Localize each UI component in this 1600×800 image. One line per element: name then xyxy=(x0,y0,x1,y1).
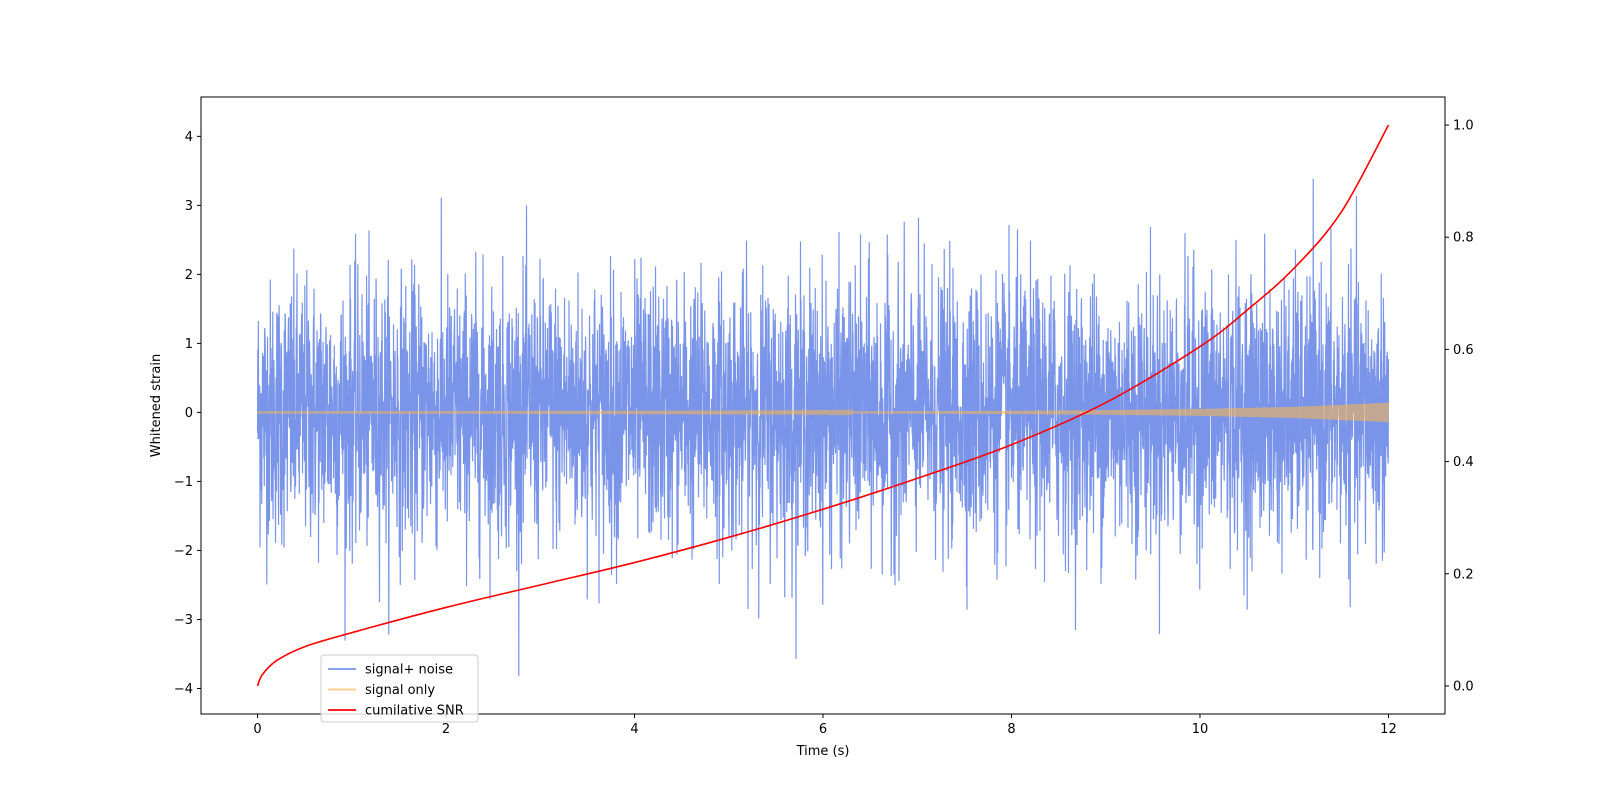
legend-label: signal only xyxy=(365,683,435,698)
y-tick-label: 1 xyxy=(185,337,193,352)
x-tick-label: 0 xyxy=(253,722,261,737)
plot-area xyxy=(256,124,1390,687)
legend-box xyxy=(320,654,479,723)
y-right-tick-label: 0.6 xyxy=(1453,343,1474,358)
legend-label: cumilative SNR xyxy=(365,704,464,719)
y-right-tick-label: 0.2 xyxy=(1453,567,1474,582)
legend: signal+ noise signal only cumilative SNR xyxy=(320,654,479,723)
y-tick-label: 0 xyxy=(185,406,193,421)
legend-label: signal+ noise xyxy=(365,663,453,678)
y-axis-label: Whitened strain xyxy=(149,354,164,457)
y-tick-label: −3 xyxy=(174,613,193,628)
x-tick-label: 8 xyxy=(1007,722,1015,737)
x-tick-label: 4 xyxy=(630,722,638,737)
y-tick-label: −4 xyxy=(174,682,193,697)
y-right-tick-label: 0.0 xyxy=(1453,679,1474,694)
x-tick-label: 10 xyxy=(1192,722,1209,737)
series-signal-noise-line xyxy=(256,178,1390,677)
y-right-tick-label: 0.8 xyxy=(1453,231,1474,246)
y-axis-right: 0.0 0.2 0.4 0.6 0.8 1.0 xyxy=(1445,119,1474,694)
plot-clip-group xyxy=(256,124,1390,687)
series-cumulative-snr-line xyxy=(256,124,1390,687)
x-tick-label: 12 xyxy=(1380,722,1397,737)
x-tick-label: 2 xyxy=(442,722,450,737)
x-axis-label: Time (s) xyxy=(796,744,850,759)
y-tick-label: 4 xyxy=(185,130,193,145)
y-axis-left: −4 −3 −2 −1 0 1 2 3 4 xyxy=(174,130,201,697)
y-right-tick-label: 1.0 xyxy=(1453,119,1474,134)
y-tick-label: 2 xyxy=(185,268,193,283)
y-right-tick-label: 0.4 xyxy=(1453,455,1474,470)
y-tick-label: −1 xyxy=(174,475,193,490)
y-tick-label: −2 xyxy=(174,544,193,559)
x-tick-label: 6 xyxy=(819,722,827,737)
y-tick-label: 3 xyxy=(185,199,193,214)
series-signal-only-line xyxy=(257,402,1390,423)
